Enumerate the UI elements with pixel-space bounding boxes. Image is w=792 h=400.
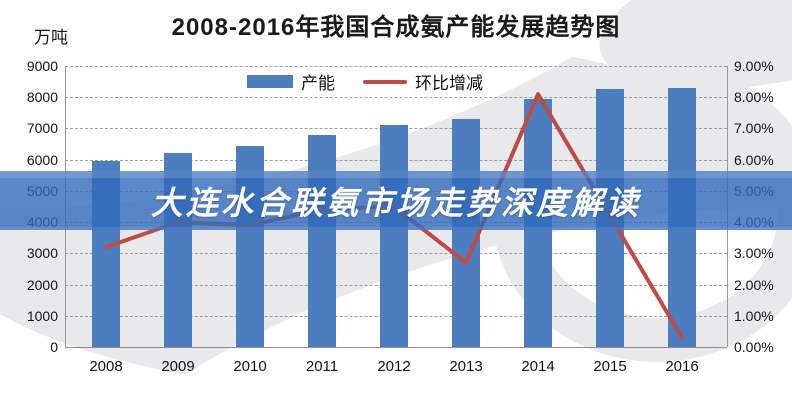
pct-axis-tick-label: 1.00% xyxy=(734,307,774,324)
legend: 产能 环比增减 xyxy=(247,69,483,94)
y-axis-tick-label: 0 xyxy=(50,339,58,355)
bar-2011 xyxy=(308,134,336,347)
pct-axis-tick-label: 8.00% xyxy=(734,89,774,106)
x-axis-tick-label: 2016 xyxy=(665,358,699,375)
x-axis-tick-label: 2014 xyxy=(521,358,555,375)
legend-item-capacity: 产能 xyxy=(247,69,335,94)
x-axis-tick-label: 2009 xyxy=(161,358,195,375)
x-axis-tick-label: 2013 xyxy=(449,358,483,375)
y-axis-tick-label: 1000 xyxy=(26,307,58,324)
overlay-banner: 大连水合联氨市场走势深度解读 xyxy=(0,171,792,230)
y-axis-tick-label: 9000 xyxy=(26,58,58,74)
x-axis-tick-label: 2015 xyxy=(593,358,627,375)
bar-series-swatch-icon xyxy=(247,75,293,88)
y-axis-tick-label: 7000 xyxy=(26,120,58,137)
y-axis-tick-label: 3000 xyxy=(26,245,58,262)
chart-title: 2008-2016年我国合成氨产能发展趋势图 xyxy=(171,14,621,41)
legend-item-growth: 环比增减 xyxy=(363,69,483,94)
pct-axis-tick-label: 9.00% xyxy=(734,58,774,74)
pct-axis-tick-label: 2.00% xyxy=(734,276,774,293)
legend-label-capacity: 产能 xyxy=(301,74,335,93)
pct-axis-tick-label: 3.00% xyxy=(734,245,774,262)
bar-2013 xyxy=(452,119,480,347)
pct-axis-tick-label: 7.00% xyxy=(734,120,774,137)
line-series-swatch-icon xyxy=(363,79,407,84)
x-axis-tick-label: 2010 xyxy=(233,358,267,375)
x-axis-line xyxy=(65,347,727,348)
x-axis-tick-label: 2008 xyxy=(89,358,123,375)
y-axis-tick-label: 2000 xyxy=(26,276,58,293)
y-axis-unit-label: 万吨 xyxy=(34,28,68,47)
pct-axis-tick-label: 6.00% xyxy=(734,151,774,168)
pct-axis-tick-label: 0.00% xyxy=(734,339,774,355)
gridline xyxy=(65,97,727,99)
legend-label-growth: 环比增减 xyxy=(415,74,483,93)
y-axis-tick-label: 8000 xyxy=(26,89,58,106)
banner-title: 大连水合联氨市场走势深度解读 xyxy=(150,184,641,221)
x-axis-tick-label: 2011 xyxy=(305,358,339,375)
x-axis-tick-label: 2012 xyxy=(377,358,411,375)
gridline xyxy=(65,66,727,67)
y-axis-tick-label: 6000 xyxy=(26,151,58,168)
bar-2012 xyxy=(380,125,408,347)
